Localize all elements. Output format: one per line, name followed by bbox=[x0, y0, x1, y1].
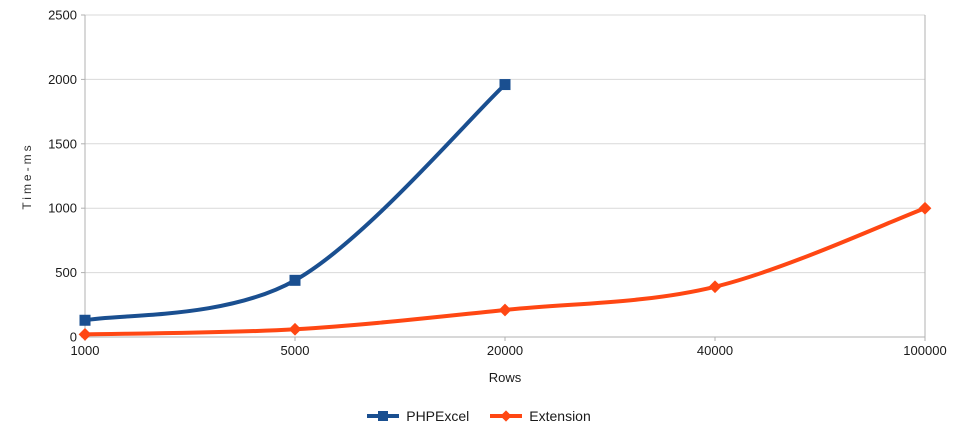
legend-item-extension: Extension bbox=[489, 408, 591, 424]
x-axis-title: Rows bbox=[488, 370, 522, 385]
y-tick-label: 2500 bbox=[48, 8, 77, 23]
legend-label: Extension bbox=[529, 408, 591, 424]
square-marker bbox=[289, 274, 301, 286]
y-tick-label: 1000 bbox=[48, 201, 77, 216]
x-tick-label: 5000 bbox=[281, 343, 310, 358]
diamond-marker bbox=[498, 303, 512, 317]
y-tick-label: 2000 bbox=[48, 72, 77, 87]
y-tick-label: 500 bbox=[55, 265, 77, 280]
diamond-marker bbox=[708, 280, 722, 294]
x-tick-label: 100000 bbox=[903, 343, 946, 358]
y-axis-title: Time-ms bbox=[20, 142, 34, 210]
y-tick-label: 0 bbox=[70, 330, 77, 345]
legend-swatch-square bbox=[367, 411, 400, 421]
legend-label: PHPExcel bbox=[406, 408, 470, 424]
diamond-marker bbox=[288, 322, 302, 336]
y-tick-label: 1500 bbox=[48, 136, 77, 151]
square-marker bbox=[79, 314, 91, 326]
legend-swatch-diamond bbox=[490, 410, 523, 422]
diamond-marker bbox=[78, 328, 92, 341]
series-line-phpexcel bbox=[83, 82, 507, 323]
x-tick-label: 1000 bbox=[71, 343, 100, 358]
legend-item-phpexcel: PHPExcel bbox=[366, 408, 469, 424]
x-tick-label: 40000 bbox=[697, 343, 733, 358]
diamond-marker bbox=[918, 201, 932, 215]
square-marker bbox=[499, 79, 511, 91]
legend: PHPExcel Extension bbox=[0, 405, 957, 427]
x-tick-label: 20000 bbox=[487, 343, 523, 358]
